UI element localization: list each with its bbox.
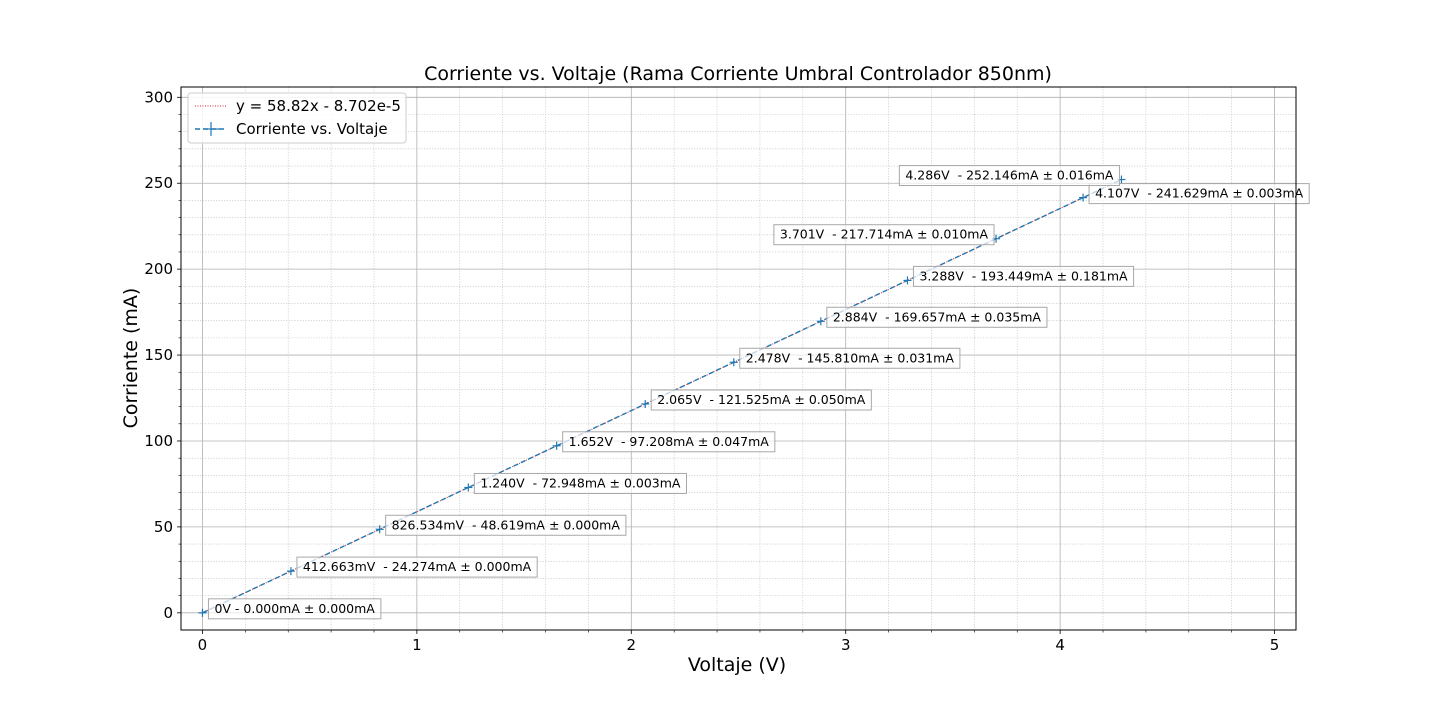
x-tick-label: 1 (412, 636, 422, 654)
x-tick-label: 3 (841, 636, 851, 654)
y-tick-label: 50 (154, 518, 173, 536)
x-axis-label: Voltaje (V) (688, 654, 786, 676)
point-annotation-text: 0V - 0.000mA ± 0.000mA (214, 601, 375, 616)
data-point (464, 483, 473, 492)
point-annotation-box (826, 306, 1048, 328)
point-annotation-text: 412.663mV - 24.274mA ± 0.000mA (303, 559, 532, 574)
data-markers (198, 175, 1126, 617)
point-annotation: 2.065V - 121.525mA ± 0.050mA (650, 389, 872, 411)
point-annotation-text: 1.240V - 72.948mA ± 0.003mA (480, 475, 681, 490)
annotations: 0V - 0.000mA ± 0.000mA 412.663mV - 24.274… (207, 165, 1310, 620)
point-annotation-box (739, 347, 961, 369)
y-axis-ticks: 0 50 100 150 200 250 300 (144, 88, 181, 622)
plot-frame (180, 86, 1297, 631)
point-annotation: 0V - 0.000mA ± 0.000mA (207, 598, 382, 620)
point-annotation-text: 2.884V - 169.657mA ± 0.035mA (833, 309, 1042, 324)
point-annotation-text: 826.534mV - 48.619mA ± 0.000mA (392, 517, 621, 532)
point-annotation-box (1088, 183, 1310, 205)
point-annotation-text: 3.701V - 217.714mA ± 0.010mA (780, 227, 989, 242)
point-annotation-box (207, 598, 382, 620)
data-point (286, 567, 295, 576)
point-annotation-box (562, 431, 776, 453)
x-tick-label: 2 (627, 636, 637, 654)
point-annotation: 2.884V - 169.657mA ± 0.035mA (826, 306, 1048, 328)
legend-series-label: Corriente vs. Voltaje (236, 120, 388, 138)
data-point (1079, 193, 1088, 202)
point-annotation-box (385, 514, 627, 536)
point-annotation-text: 2.478V - 145.810mA ± 0.031mA (746, 350, 955, 365)
y-tick-label: 250 (144, 174, 173, 192)
point-annotation-text: 2.065V - 121.525mA ± 0.050mA (657, 392, 866, 407)
chart-title: Corriente vs. Voltaje (Rama Corriente Um… (424, 63, 1052, 85)
point-annotation-box (296, 556, 538, 578)
x-axis-ticks: 0 1 2 3 4 5 (198, 630, 1280, 654)
point-annotation: 2.478V - 145.810mA ± 0.031mA (739, 347, 961, 369)
point-annotation-text: 1.652V - 97.208mA ± 0.047mA (569, 434, 770, 449)
x-tick-label: 0 (198, 636, 208, 654)
legend-fit-label: y = 58.82x - 8.702e-5 (236, 97, 401, 115)
point-annotation: 1.652V - 97.208mA ± 0.047mA (562, 431, 776, 453)
point-annotation-box (912, 265, 1135, 287)
data-point (903, 276, 912, 285)
data-point (816, 317, 825, 326)
data-point (375, 525, 384, 534)
point-annotation: 1.240V - 72.948mA ± 0.003mA (473, 472, 687, 494)
y-tick-label: 100 (144, 432, 173, 450)
point-annotation: 3.701V - 217.714mA ± 0.010mA (773, 224, 995, 246)
data-point (198, 608, 207, 617)
y-tick-label: 150 (144, 346, 173, 364)
legend-box (187, 92, 407, 144)
point-annotation-text: 4.286V - 252.146mA ± 0.016mA (905, 168, 1114, 183)
point-annotation: 4.107V - 241.629mA ± 0.003mA (1088, 183, 1310, 205)
series-line (202, 178, 1122, 614)
point-annotation: 4.286V - 252.146mA ± 0.016mA (898, 165, 1120, 187)
point-annotation-text: 4.107V - 241.629mA ± 0.003mA (1095, 186, 1304, 201)
point-annotation-text: 3.288V - 193.449mA ± 0.181mA (919, 268, 1128, 283)
data-point (641, 399, 650, 408)
point-annotation-box (898, 165, 1120, 187)
y-axis-label: Corriente (mA) (120, 288, 142, 429)
x-tick-label: 5 (1270, 636, 1280, 654)
data-point (729, 358, 738, 367)
point-annotation-box (650, 389, 872, 411)
point-annotation-box (473, 472, 687, 494)
point-annotation: 3.288V - 193.449mA ± 0.181mA (912, 265, 1135, 287)
x-tick-label: 4 (1055, 636, 1065, 654)
y-tick-label: 300 (144, 88, 173, 106)
data-point (552, 441, 561, 450)
y-tick-label: 200 (144, 260, 173, 278)
y-tick-label: 0 (163, 604, 173, 622)
point-annotation: 826.534mV - 48.619mA ± 0.000mA (385, 514, 627, 536)
point-annotation-box (773, 224, 995, 246)
point-annotation: 412.663mV - 24.274mA ± 0.000mA (296, 556, 538, 578)
legend: y = 58.82x - 8.702e-5 Corriente vs. Volt… (187, 92, 407, 144)
